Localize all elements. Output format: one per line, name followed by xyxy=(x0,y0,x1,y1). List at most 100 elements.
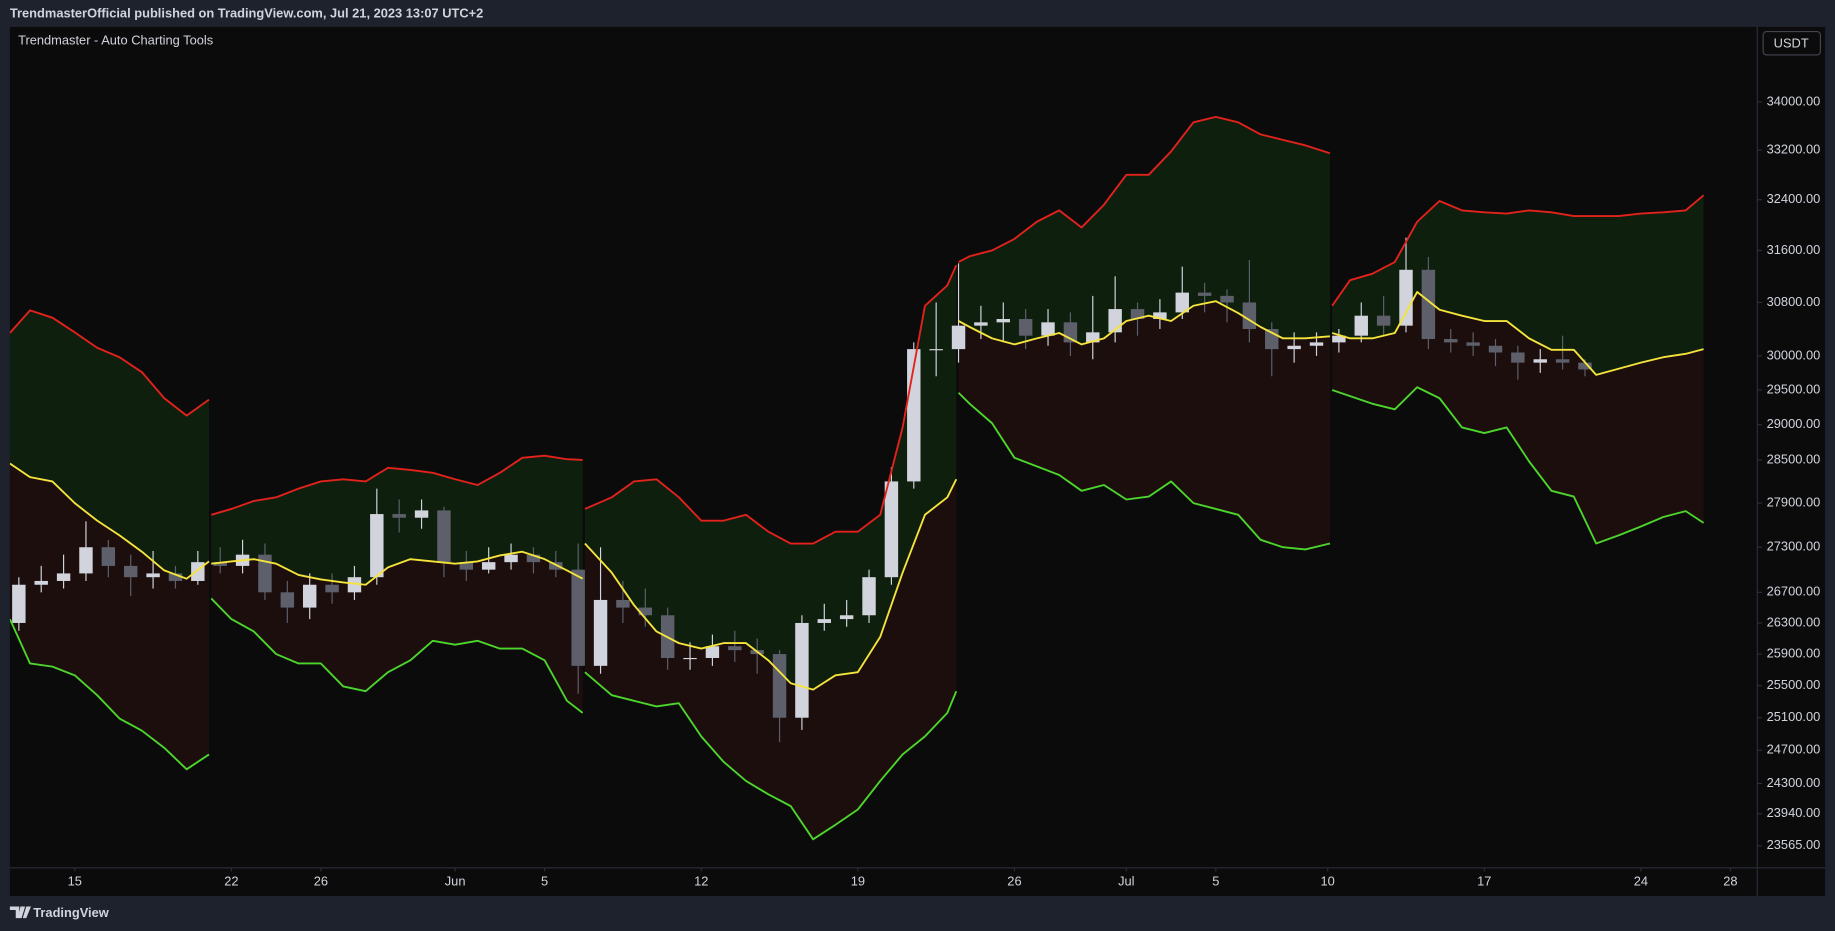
middle-line xyxy=(9,462,210,580)
candle-body xyxy=(123,565,138,578)
candle-body xyxy=(839,615,854,620)
upper-line xyxy=(1331,194,1705,307)
candle-body xyxy=(1332,335,1346,343)
tradingview-logo xyxy=(9,906,31,919)
y-tick-label: 26300.00 xyxy=(1767,614,1821,629)
candle-body xyxy=(1041,322,1055,336)
candle-body xyxy=(817,619,832,623)
candle-body xyxy=(571,569,585,666)
candle-body xyxy=(1287,345,1301,350)
x-tick-label: 22 xyxy=(224,873,238,888)
candle-body xyxy=(526,554,541,563)
x-tick-label: 5 xyxy=(541,873,548,888)
candle-body xyxy=(325,584,339,593)
candle-body xyxy=(213,562,227,566)
candle-body xyxy=(302,584,317,608)
y-tick-label: 31600.00 xyxy=(1767,242,1821,257)
candle-body xyxy=(191,562,205,581)
candle-body xyxy=(884,481,899,578)
middle-line xyxy=(958,300,1331,346)
y-tick-label: 25100.00 xyxy=(1767,709,1821,724)
candle-body xyxy=(616,599,630,608)
upper-line xyxy=(958,115,1331,263)
candle-body xyxy=(974,322,988,326)
plot xyxy=(9,115,1705,841)
upper-line xyxy=(9,309,210,417)
y-tick-label: 23940.00 xyxy=(1767,805,1821,820)
currency-box[interactable] xyxy=(1762,30,1822,56)
y-tick-label: 34000.00 xyxy=(1767,93,1821,108)
y-tick-label: 25900.00 xyxy=(1767,645,1821,660)
x-tick-label: 17 xyxy=(1477,873,1491,888)
y-tick-label: 25500.00 xyxy=(1767,677,1821,692)
middle-line xyxy=(584,478,958,691)
candle-body xyxy=(728,646,742,651)
candle-body xyxy=(280,592,295,608)
upper-fill xyxy=(1332,195,1704,375)
candle-body xyxy=(79,547,93,574)
lower-fill xyxy=(584,479,957,840)
candle-body xyxy=(101,547,116,566)
y-tick-label: 30000.00 xyxy=(1767,347,1821,362)
candle-body xyxy=(1220,295,1234,303)
lower-line xyxy=(1331,386,1705,545)
footer: TradingView xyxy=(33,905,110,920)
candle-body xyxy=(12,584,26,623)
lower-line xyxy=(210,597,584,714)
x-tick-label: 19 xyxy=(851,873,865,888)
candle-body xyxy=(1399,269,1413,326)
header: TrendmasterOfficial published on Trading… xyxy=(10,5,483,20)
candle-body xyxy=(146,573,160,578)
candle-body xyxy=(1555,359,1570,363)
candle-body xyxy=(1444,339,1458,343)
candle-body xyxy=(1511,352,1525,363)
candle-body xyxy=(1130,309,1145,320)
y-tick-label: 27900.00 xyxy=(1767,495,1821,510)
x-tick-label: 26 xyxy=(1007,873,1021,888)
currency[interactable]: USDT xyxy=(1774,35,1809,50)
candle-body xyxy=(1086,332,1100,343)
y-tick-label: 23565.00 xyxy=(1767,837,1821,852)
candle-body xyxy=(370,514,384,578)
candle-body xyxy=(1354,315,1368,336)
upper-line xyxy=(584,264,958,545)
candle-body xyxy=(638,607,653,616)
candle-body xyxy=(951,325,966,350)
upper-fill xyxy=(958,116,1330,345)
candle-body xyxy=(929,349,943,351)
upper-fill xyxy=(9,310,210,579)
x-tick-label: Jun xyxy=(445,873,466,888)
candle-body xyxy=(1421,269,1436,340)
candle-body xyxy=(414,510,429,518)
x-tick-label: 10 xyxy=(1321,873,1335,888)
lower-fill xyxy=(1332,291,1704,544)
x-tick-label: 24 xyxy=(1634,873,1648,888)
y-tick-label: 26700.00 xyxy=(1767,584,1821,599)
upper-fill xyxy=(211,455,583,585)
candle-body xyxy=(437,510,451,563)
candle-body xyxy=(1376,315,1391,326)
candle-body xyxy=(996,319,1010,323)
chart-title: Trendmaster - Auto Charting Tools xyxy=(18,32,213,47)
lower-line xyxy=(957,392,1331,551)
candle-body xyxy=(795,622,809,718)
y-tick-label: 29000.00 xyxy=(1767,416,1821,431)
x-tick-label: 15 xyxy=(68,873,82,888)
y-tick-label: 32400.00 xyxy=(1767,191,1821,206)
x-tick-label: 28 xyxy=(1723,873,1737,888)
lower-fill xyxy=(958,301,1330,550)
candle-body xyxy=(1018,319,1033,336)
candle-body xyxy=(705,646,720,658)
x-tick-label: 5 xyxy=(1212,873,1219,888)
lower-fill xyxy=(9,463,210,770)
y-tick-label: 24300.00 xyxy=(1767,775,1821,790)
x-tick-label: 26 xyxy=(314,873,328,888)
lower-line xyxy=(9,618,210,771)
candle-body xyxy=(504,554,518,563)
candle-body xyxy=(1578,362,1592,370)
candle-body xyxy=(862,577,876,616)
x-tick-label: Jul xyxy=(1118,873,1134,888)
x-tick-label: 12 xyxy=(694,873,708,888)
